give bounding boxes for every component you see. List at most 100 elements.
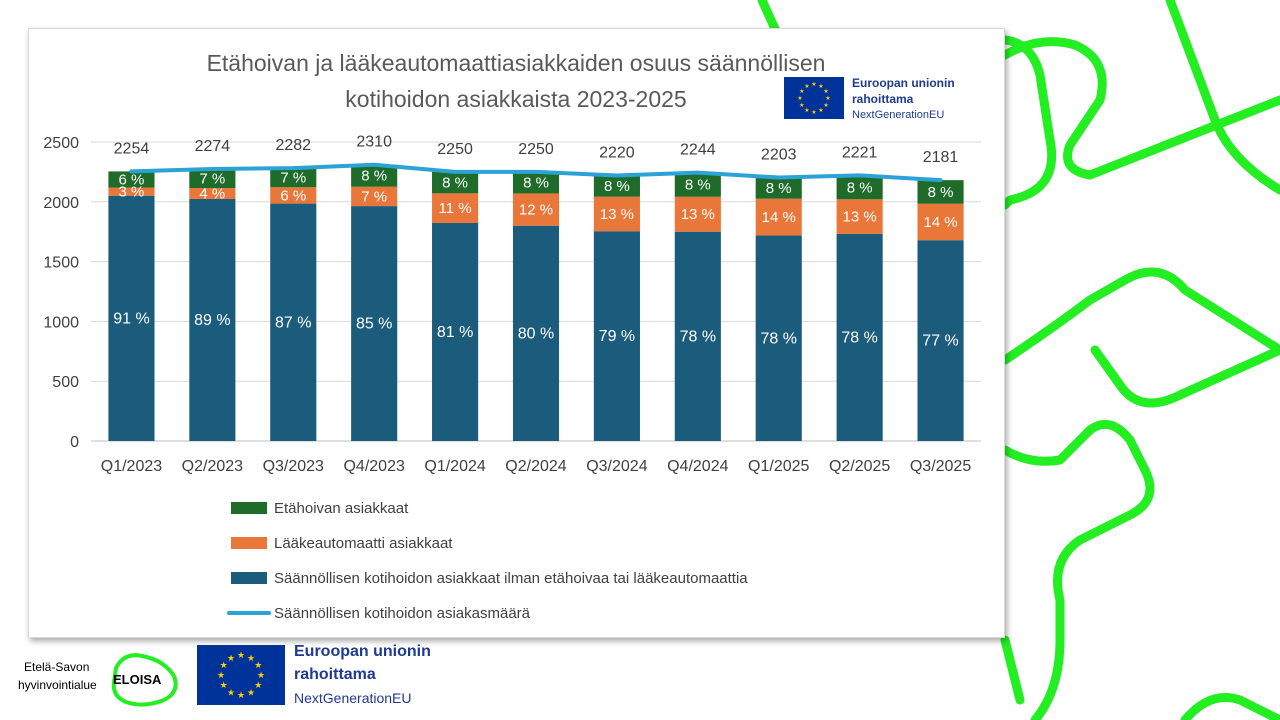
bar-segment-muut: [351, 206, 398, 441]
bars: [108, 164, 964, 441]
bar-segment-laakeautomaatti: [917, 203, 964, 241]
bar-segment-muut: [836, 233, 883, 441]
eu-star: ★: [257, 671, 265, 681]
eu-star: ★: [217, 671, 225, 681]
bar-segment-muut: [432, 222, 479, 441]
segment-label: 8 %: [442, 175, 468, 192]
eu-star: ★: [811, 109, 816, 116]
deco-line-2: [1000, 37, 1280, 180]
segment-label: 8 %: [766, 180, 792, 197]
segment-label: 12 %: [519, 202, 553, 219]
y-tick-label: 1500: [43, 255, 79, 272]
total-label: 2310: [356, 134, 392, 151]
legend-swatch: [231, 537, 267, 549]
eu-flag-icon: ★ ★ ★ ★ ★ ★ ★ ★ ★ ★ ★ ★: [784, 77, 844, 119]
bar-segment-etahoiva: [270, 168, 317, 188]
eu-flag-footer-icon: ★ ★ ★ ★ ★ ★ ★ ★ ★ ★ ★ ★: [197, 645, 285, 705]
bar-segment-etahoiva: [836, 175, 883, 200]
legend: Etähoivan asiakkaat Lääkeautomaatti asiak…: [227, 500, 748, 622]
chart-title-line2: kotihoidon asiakkaista 2023-2025: [345, 86, 686, 112]
eu-star: ★: [799, 102, 804, 109]
bar-segment-etahoiva: [593, 175, 640, 197]
logo-brand: ELOISA: [113, 672, 162, 687]
eu-star: ★: [247, 688, 255, 698]
legend-swatch: [231, 502, 267, 514]
segment-label: 91 %: [113, 310, 149, 327]
eu-star: ★: [227, 654, 235, 664]
segment-label: 81 %: [437, 324, 473, 341]
segment-label: 8 %: [361, 168, 387, 185]
total-label: 2250: [518, 141, 554, 158]
chart-card: Etähoivan ja lääkeautomaattiasiakkaiden …: [28, 28, 1005, 638]
total-label: 2250: [437, 141, 473, 158]
y-axis-ticks: 0 500 1000 1500 2000 2500: [43, 135, 79, 451]
eu-star: ★: [220, 661, 228, 671]
deco-line-5: [1000, 419, 1155, 720]
bar-segment-etahoiva: [674, 172, 721, 197]
eu-star: ★: [818, 107, 823, 114]
segment-label: 78 %: [680, 328, 716, 345]
eu-star: ★: [825, 95, 830, 102]
segment-label: 8 %: [847, 179, 873, 196]
x-tick-label: Q4/2024: [667, 458, 728, 475]
x-tick-label: Q3/2025: [910, 458, 971, 475]
bar-segment-muut: [755, 235, 802, 441]
segment-labels: 91 %3 %6 %89 %4 %7 %87 %6 %7 %85 %7 %8 %…: [113, 168, 959, 350]
chart: Etähoivan ja lääkeautomaattiasiakkaiden …: [43, 50, 981, 622]
eu-star: ★: [220, 681, 228, 691]
total-label: 2244: [680, 142, 716, 159]
total-label: 2203: [761, 147, 797, 164]
total-label: 2220: [599, 144, 635, 161]
segment-label: 8 %: [604, 178, 630, 195]
x-tick-label: Q1/2025: [748, 458, 809, 475]
segment-label: 14 %: [923, 214, 957, 231]
segment-label: 14 %: [762, 209, 796, 226]
chart-title-line1: Etähoivan ja lääkeautomaattiasiakkaiden …: [207, 50, 826, 76]
legend-swatch: [231, 572, 267, 584]
eu-star: ★: [811, 81, 816, 88]
eu-star: ★: [797, 95, 802, 102]
eu-footer-line3: NextGenerationEU: [294, 690, 412, 706]
bar-segment-muut: [189, 198, 236, 441]
segment-label: 87 %: [275, 314, 311, 331]
logo-text-line1: Etelä-Savon: [24, 660, 90, 674]
y-tick-label: 0: [70, 434, 79, 451]
eu-funding-line1: Euroopan unionin: [852, 76, 955, 90]
bar-segment-muut: [593, 231, 640, 441]
y-tick-label: 2000: [43, 195, 79, 212]
segment-label: 8 %: [928, 184, 954, 201]
deco-line-3: [1165, 0, 1280, 195]
total-label: 2221: [842, 144, 878, 161]
total-label: 2274: [195, 138, 231, 155]
bar-segment-etahoiva: [512, 171, 560, 194]
eu-star: ★: [247, 654, 255, 664]
y-tick-label: 500: [52, 374, 79, 391]
bar-segment-etahoiva: [189, 169, 236, 189]
deco-line-4: [1000, 267, 1280, 408]
bar-segment-laakeautomaatti: [593, 196, 640, 232]
legend-label: Säännöllisen kotihoidon asiakkaat ilman …: [274, 570, 748, 587]
total-line-path: [129, 162, 943, 183]
eloisa-logo-icon: [111, 653, 178, 707]
eu-funding-line2: rahoittama: [852, 92, 914, 106]
segment-label: 7 %: [280, 170, 306, 187]
bar-segment-etahoiva: [432, 171, 479, 194]
segment-label: 7 %: [199, 171, 225, 188]
bar-segment-etahoiva: [351, 164, 398, 187]
bar-segment-laakeautomaatti: [836, 199, 883, 234]
total-label: 2254: [114, 140, 150, 157]
bar-segment-etahoiva: [917, 180, 964, 204]
y-tick-label: 2500: [43, 135, 79, 152]
eu-footer-line2: rahoittama: [294, 666, 376, 683]
y-tick-label: 1000: [43, 314, 79, 331]
deco-line-7: [1180, 693, 1280, 720]
segment-label: 4 %: [199, 185, 225, 202]
bar-segment-laakeautomaatti: [512, 193, 560, 226]
segment-label: 13 %: [843, 209, 877, 226]
segment-label: 85 %: [356, 316, 392, 333]
bar-segment-muut: [512, 225, 560, 441]
total-line: [129, 162, 943, 183]
eu-star: ★: [227, 688, 235, 698]
total-label: 2181: [923, 149, 959, 166]
